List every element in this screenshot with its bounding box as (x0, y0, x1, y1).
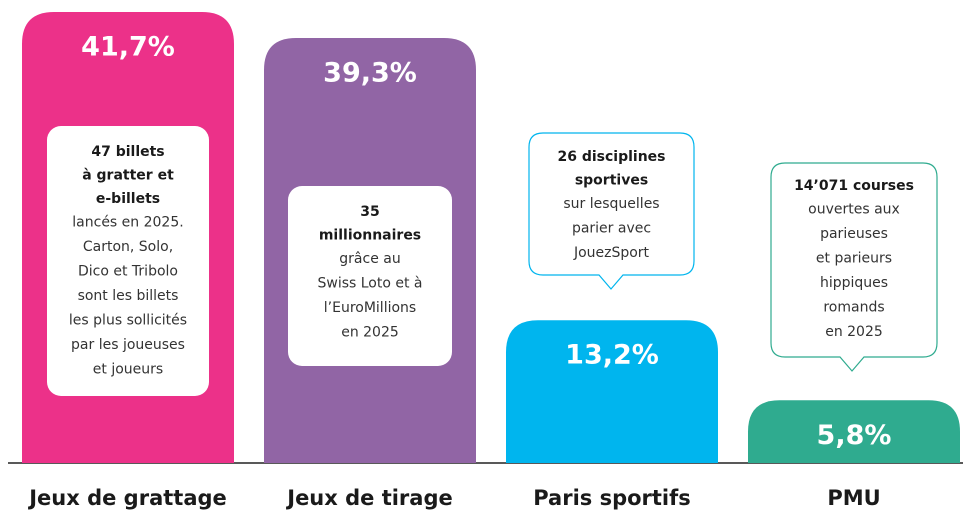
value-label: 41,7% (81, 32, 175, 63)
annotation-text: par les joueuses (71, 337, 185, 353)
annotation-box (47, 126, 209, 396)
bar (506, 320, 718, 463)
annotation-text: JouezSport (573, 245, 650, 261)
annotation-text: Swiss Loto et à (317, 276, 422, 292)
value-label: 13,2% (565, 340, 659, 371)
bar (748, 400, 960, 463)
annotation-text: en 2025 (341, 325, 399, 341)
callout-box (770, 162, 938, 372)
annotation-bold: millionnaires (319, 228, 421, 244)
annotation-text: Carton, Solo, (83, 239, 173, 255)
annotation-text: l’EuroMillions (324, 300, 416, 316)
annotation-bold: 47 billets (91, 144, 164, 160)
annotation-text: hippiques (820, 275, 888, 291)
annotation-bold: e-billets (96, 191, 160, 207)
callout-box (528, 132, 695, 290)
annotation-text: parier avec (572, 221, 651, 237)
annotation-text: sur lesquelles (563, 196, 659, 212)
annotation-text: en 2025 (825, 324, 883, 340)
annotation-text: sont les billets (78, 288, 179, 304)
value-label: 5,8% (817, 420, 892, 451)
annotation-bold: 26 disciplines (557, 149, 665, 165)
annotation-text: lancés en 2025. (72, 215, 183, 231)
annotation-text: et parieurs (816, 251, 892, 267)
value-label: 39,3% (323, 57, 417, 88)
annotation-box (288, 186, 452, 366)
annotation-bold: sportives (575, 173, 648, 189)
category-label: Jeux de tirage (285, 486, 453, 510)
annotation-text: Dico et Tribolo (78, 264, 178, 280)
category-label: PMU (827, 486, 880, 510)
category-label: Jeux de grattage (27, 486, 227, 510)
annotation-text: les plus sollicités (69, 313, 187, 329)
annotation-bold: 35 (360, 204, 379, 220)
annotation-text: et joueurs (93, 362, 163, 378)
annotation-bold: 14’071 courses (794, 178, 914, 194)
annotation-text: ouvertes aux (808, 202, 900, 218)
annotation-text: romands (823, 300, 884, 316)
category-label: Paris sportifs (533, 486, 691, 510)
annotation-text: parieuses (820, 226, 888, 242)
annotation-bold: à gratter et (82, 168, 174, 184)
annotation-text: grâce au (339, 251, 400, 267)
